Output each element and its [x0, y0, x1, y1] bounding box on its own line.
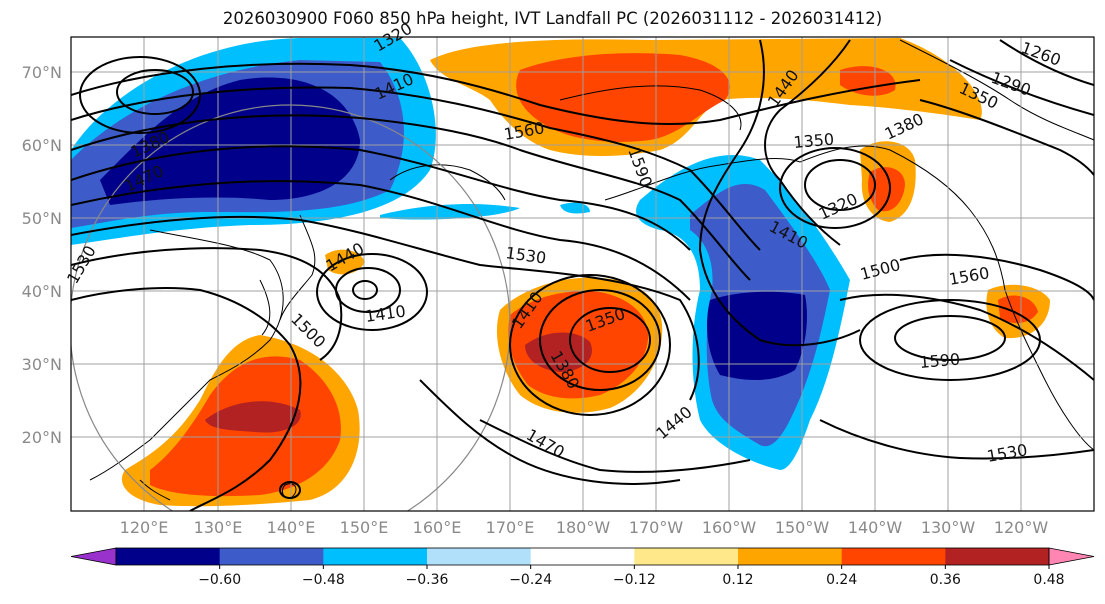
lat-label: 20°N [22, 428, 62, 447]
contour-label: 1380 [882, 109, 927, 143]
lon-label: 180°W [556, 518, 611, 537]
lon-label: 160°W [702, 518, 757, 537]
colorbar-tick-label: −0.48 [302, 572, 345, 588]
colorbar-frame [115, 547, 1050, 566]
colorbar-tick-label: −0.12 [613, 572, 656, 588]
lon-label: 120°W [994, 518, 1049, 537]
colorbar-segment [427, 548, 532, 565]
lon-label: 140°E [267, 518, 316, 537]
contour-label: 1500 [858, 255, 902, 284]
colorbar-segment [530, 548, 635, 565]
colorbar-tick-label: −0.60 [198, 572, 241, 588]
colorbar-extend-high [1048, 547, 1095, 566]
longitude-labels: 120°E 130°E 140°E 150°E 160°E 170°E 180°… [120, 518, 1049, 537]
lon-label: 170°E [486, 518, 535, 537]
lon-label: 160°E [413, 518, 462, 537]
lon-label: 130°E [194, 518, 243, 537]
colorbar-segment [945, 548, 1050, 565]
contour-label: 1530 [985, 440, 1028, 466]
map-title: 2026030900 F060 850 hPa height, IVT Land… [222, 9, 883, 28]
contour-label: 1530 [504, 243, 547, 267]
contour-label: 1350 [793, 130, 835, 152]
lat-label: 70°N [22, 63, 62, 82]
colorbar-extend-low [70, 547, 117, 566]
colorbar-segment [219, 548, 324, 565]
contour-label: 1560 [947, 263, 990, 289]
lat-label: 40°N [22, 282, 62, 301]
contour-label: 1590 [919, 350, 961, 372]
colorbar-segment [323, 548, 428, 565]
colorbar-tick-label: 0.36 [930, 572, 961, 588]
colorbar-segment [116, 548, 221, 565]
colorbar-tick-label: −0.24 [509, 572, 552, 588]
height-contours [71, 39, 1094, 511]
colorbar-segment [841, 548, 946, 565]
ivt-shading [71, 38, 1050, 507]
lat-label: 50°N [22, 209, 62, 228]
lon-label: 150°W [775, 518, 830, 537]
contour-label: 1530 [63, 242, 100, 287]
latitude-labels: 70°N 60°N 50°N 40°N 30°N 20°N [22, 63, 62, 447]
colorbar: −0.60 −0.48 −0.36 −0.24 −0.12 0.12 0.24 0.36 0.4… [70, 547, 1095, 588]
coastlines [89, 39, 1094, 501]
map-frame [70, 36, 1095, 512]
colorbar-segment [738, 548, 843, 565]
lon-label: 140°W [848, 518, 903, 537]
colorbar-tick-label: 0.12 [722, 572, 753, 588]
lon-label: 120°E [120, 518, 169, 537]
colorbar-tick-label: −0.36 [406, 572, 449, 588]
contour-label: 1470 [523, 425, 568, 462]
lon-label: 150°E [340, 518, 389, 537]
contour-label: 1410 [364, 301, 407, 325]
colorbar-tick-label: 0.24 [826, 572, 857, 588]
lat-label: 30°N [22, 355, 62, 374]
colorbar-tick-label: 0.48 [1033, 572, 1064, 588]
colorbar-segment [634, 548, 739, 565]
lat-label: 60°N [22, 136, 62, 155]
graticule [71, 37, 1094, 511]
lon-label: 130°W [921, 518, 976, 537]
lon-label: 170°W [629, 518, 684, 537]
